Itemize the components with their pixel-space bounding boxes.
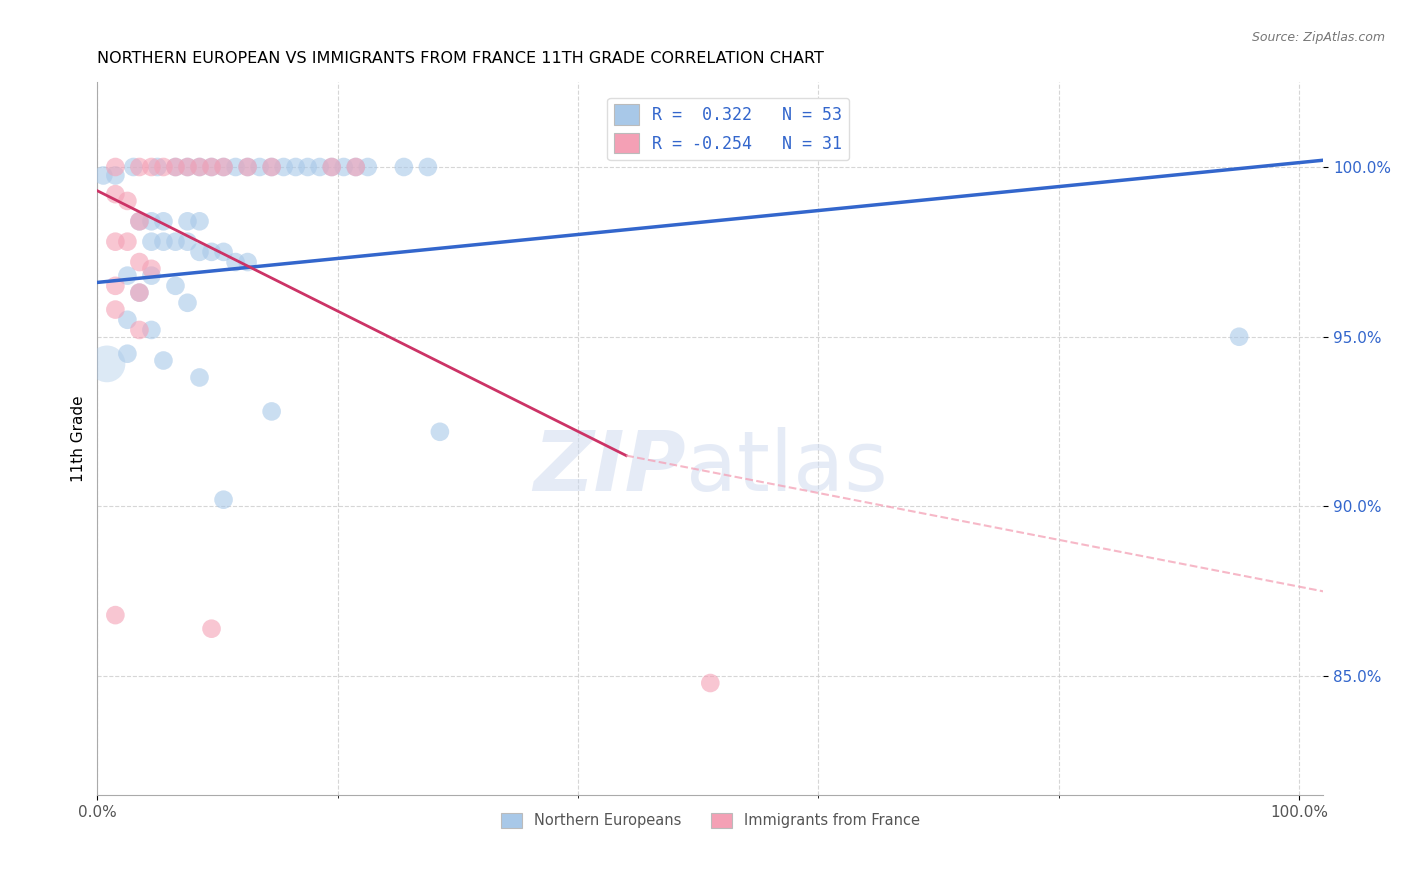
Legend: Northern Europeans, Immigrants from France: Northern Europeans, Immigrants from Fran…	[495, 807, 927, 834]
Point	[188, 244, 211, 259]
Point	[165, 160, 187, 174]
Text: NORTHERN EUROPEAN VS IMMIGRANTS FROM FRANCE 11TH GRADE CORRELATION CHART: NORTHERN EUROPEAN VS IMMIGRANTS FROM FRA…	[97, 51, 824, 66]
Point	[416, 160, 439, 174]
Point	[188, 160, 211, 174]
Point	[128, 323, 150, 337]
Point	[176, 295, 198, 310]
Point	[200, 622, 222, 636]
Point	[104, 235, 127, 249]
Point	[122, 160, 145, 174]
Point	[152, 160, 174, 174]
Point	[225, 255, 247, 269]
Point	[188, 370, 211, 384]
Point	[104, 169, 127, 183]
Point	[165, 278, 187, 293]
Point	[225, 160, 247, 174]
Point	[93, 169, 115, 183]
Point	[141, 261, 163, 276]
Point	[152, 235, 174, 249]
Point	[260, 404, 283, 418]
Point	[128, 285, 150, 300]
Point	[200, 160, 222, 174]
Point	[284, 160, 307, 174]
Point	[128, 214, 150, 228]
Point	[152, 214, 174, 228]
Point	[128, 285, 150, 300]
Point	[146, 160, 169, 174]
Point	[188, 214, 211, 228]
Point	[128, 214, 150, 228]
Point	[200, 160, 222, 174]
Point	[141, 214, 163, 228]
Point	[212, 160, 235, 174]
Point	[308, 160, 330, 174]
Point	[104, 278, 127, 293]
Text: ZIP: ZIP	[533, 426, 686, 508]
Point	[236, 160, 259, 174]
Point	[236, 255, 259, 269]
Text: atlas: atlas	[686, 426, 887, 508]
Point	[117, 235, 139, 249]
Point	[1227, 330, 1250, 344]
Point	[260, 160, 283, 174]
Point	[344, 160, 367, 174]
Point	[273, 160, 295, 174]
Point	[249, 160, 271, 174]
Point	[117, 194, 139, 208]
Point	[117, 347, 139, 361]
Point	[117, 312, 139, 326]
Point	[128, 160, 150, 174]
Point	[321, 160, 343, 174]
Point	[141, 323, 163, 337]
Point	[128, 255, 150, 269]
Point	[104, 160, 127, 174]
Point	[176, 160, 198, 174]
Point	[165, 235, 187, 249]
Point	[357, 160, 380, 174]
Point	[699, 676, 721, 690]
Point	[392, 160, 415, 174]
Point	[321, 160, 343, 174]
Point	[212, 492, 235, 507]
Point	[141, 268, 163, 283]
Point	[200, 244, 222, 259]
Point	[141, 160, 163, 174]
Point	[152, 353, 174, 368]
Point	[165, 160, 187, 174]
Point	[176, 160, 198, 174]
Point	[429, 425, 451, 439]
Point	[104, 608, 127, 623]
Point	[104, 187, 127, 202]
Point	[117, 268, 139, 283]
Text: Source: ZipAtlas.com: Source: ZipAtlas.com	[1251, 31, 1385, 45]
Point	[96, 357, 118, 371]
Point	[332, 160, 354, 174]
Point	[297, 160, 319, 174]
Point	[212, 244, 235, 259]
Point	[176, 235, 198, 249]
Point	[188, 160, 211, 174]
Point	[141, 235, 163, 249]
Y-axis label: 11th Grade: 11th Grade	[72, 395, 86, 482]
Point	[212, 160, 235, 174]
Point	[344, 160, 367, 174]
Point	[236, 160, 259, 174]
Point	[176, 214, 198, 228]
Point	[104, 302, 127, 317]
Point	[260, 160, 283, 174]
